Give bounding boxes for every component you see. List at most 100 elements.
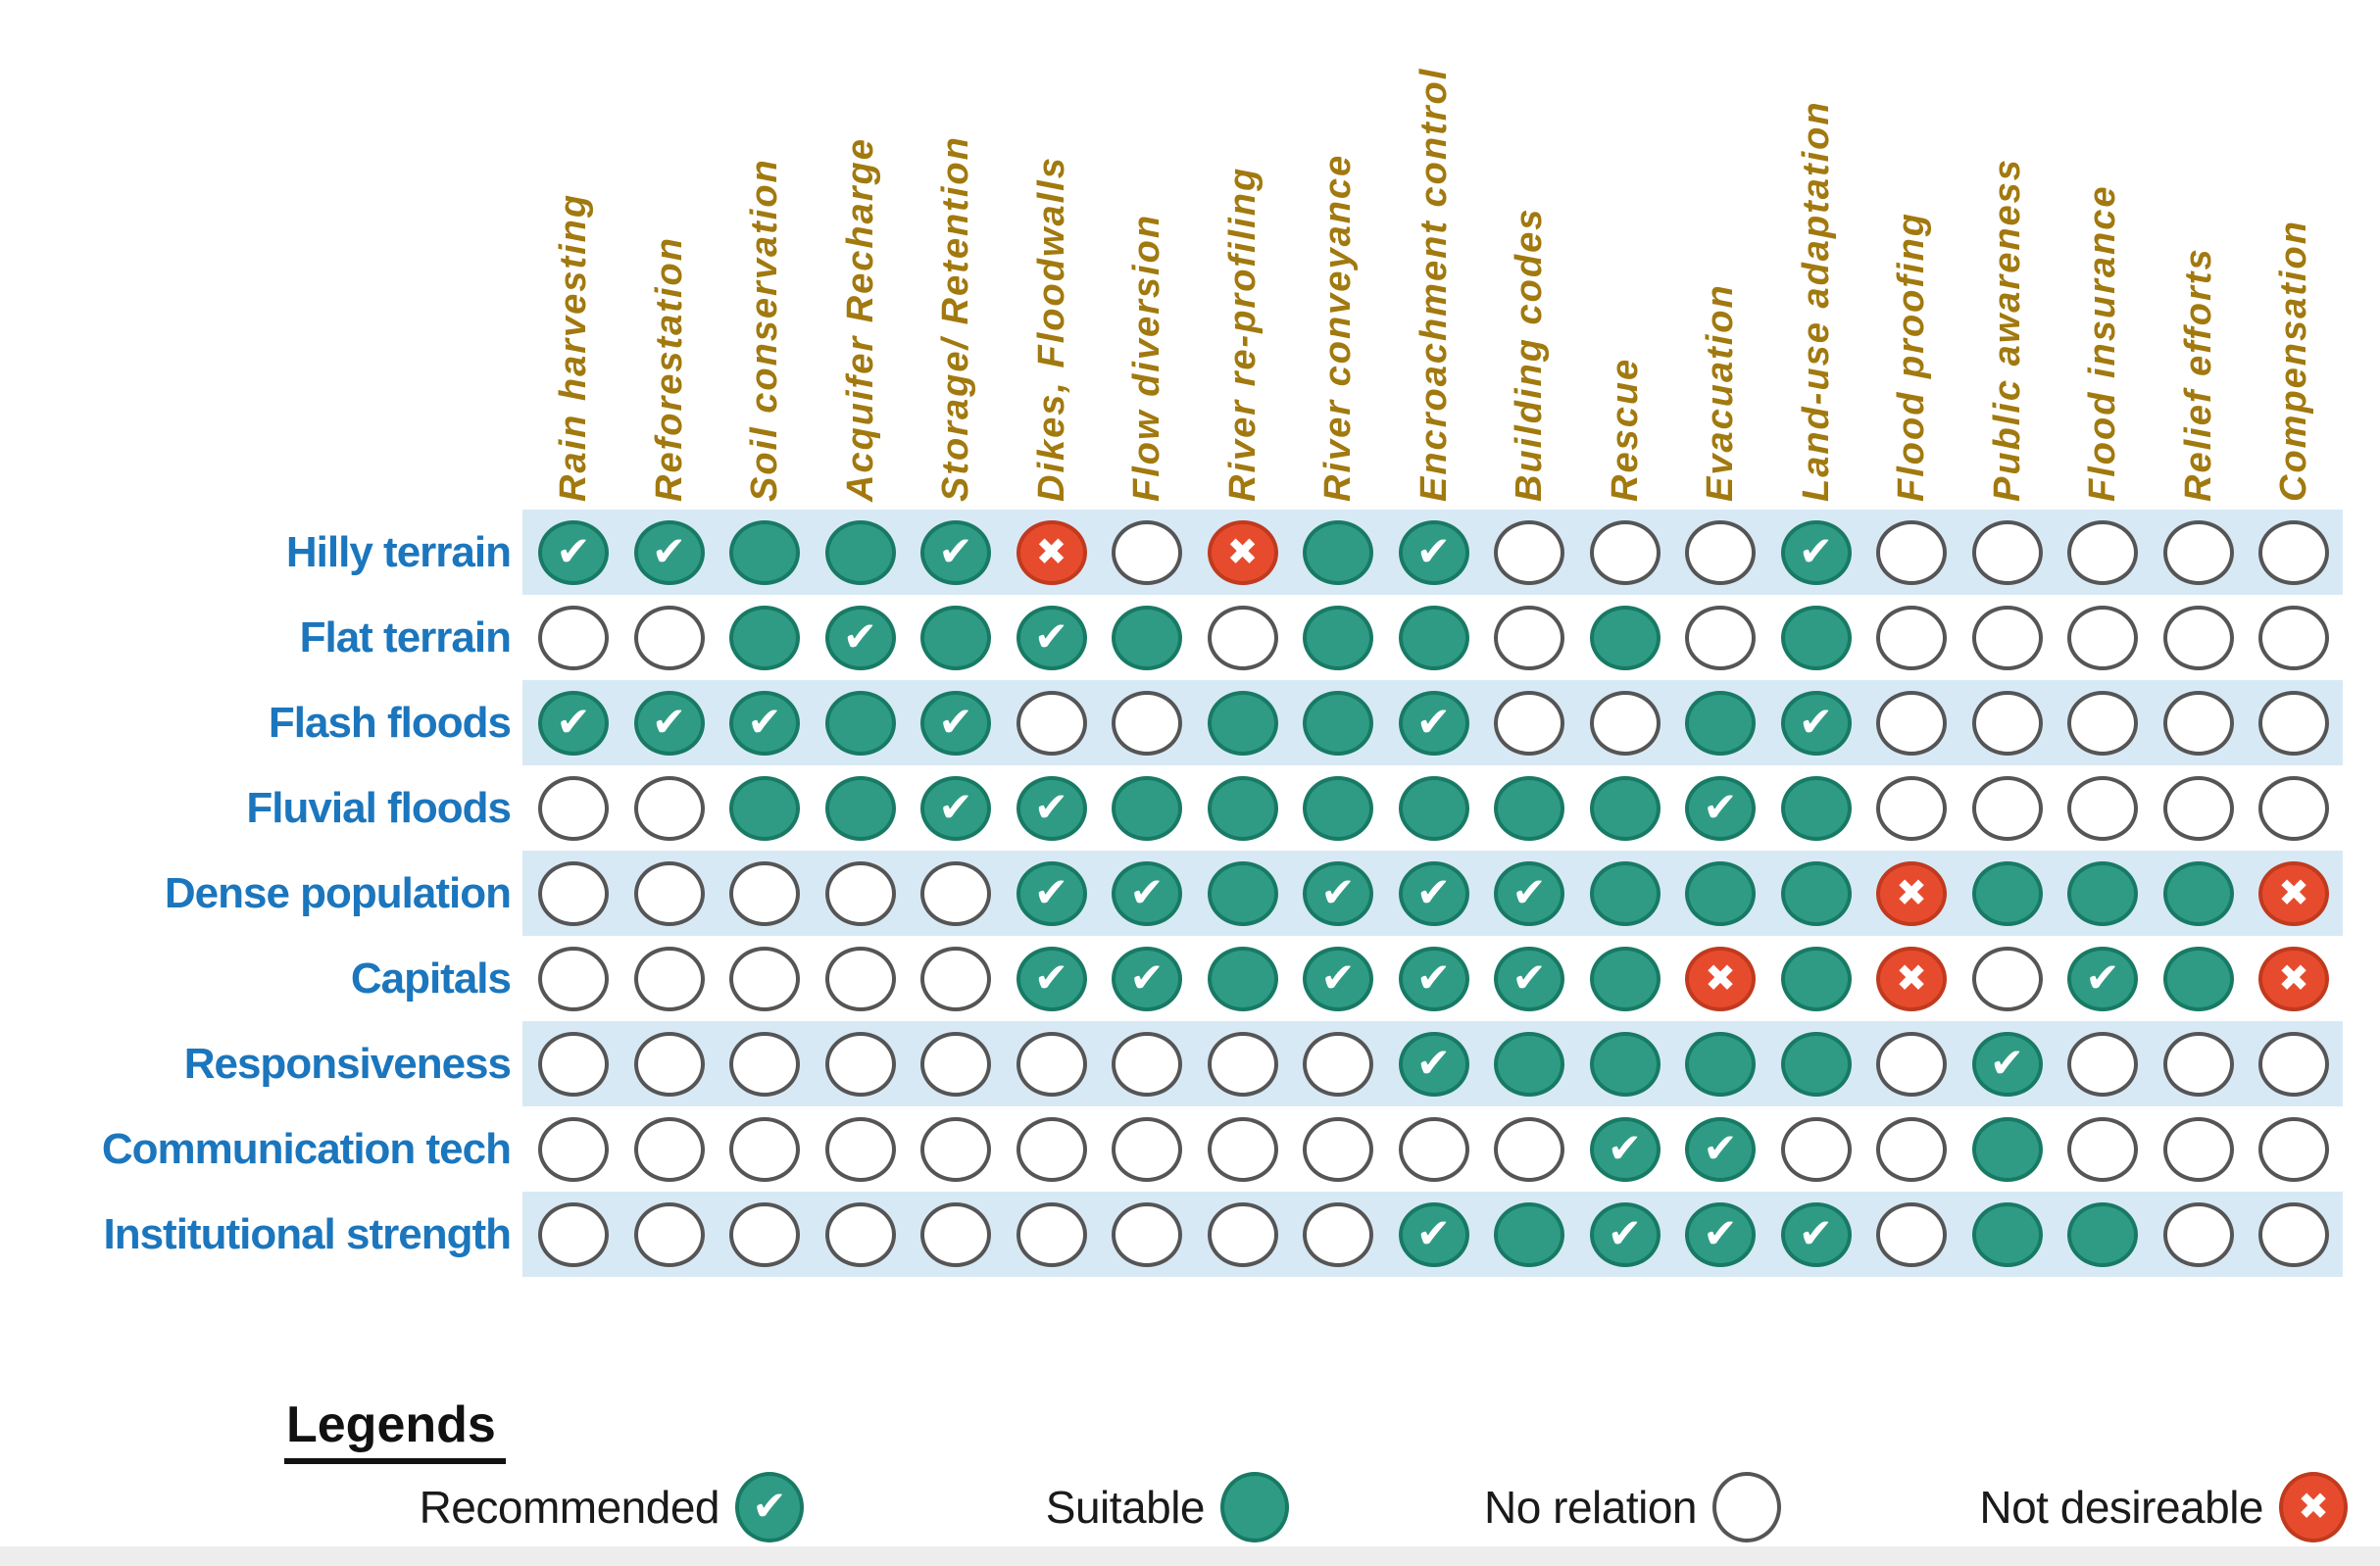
matrix-cell: ✔ (1589, 1201, 1661, 1267)
matrix-cell (1112, 519, 1182, 585)
matrix-cell (1303, 690, 1373, 756)
row-label-dense-population: Dense population (164, 869, 512, 917)
matrix-cell (2067, 860, 2138, 926)
matrix-cell (2162, 1031, 2234, 1097)
matrix-cell (1971, 860, 2043, 926)
check-icon: ✔ (556, 697, 591, 746)
matrix-cell (2162, 946, 2234, 1011)
legend-swatch-not-desireable: ✖ (2279, 1472, 2348, 1542)
matrix-cell (538, 946, 609, 1011)
matrix-cell: ✖ (1016, 519, 1087, 585)
matrix-cell (1303, 1031, 1373, 1097)
legend-title: Legends (284, 1395, 506, 1464)
matrix-cell (1112, 775, 1182, 841)
matrix-cell (1016, 690, 1087, 756)
matrix-cell (1971, 605, 2043, 670)
matrix-cell (1303, 1116, 1373, 1182)
matrix-cell: ✔ (633, 519, 705, 585)
matrix-cell (2162, 1116, 2234, 1182)
matrix-cell: ✔ (1016, 946, 1087, 1011)
matrix-cell (729, 1116, 800, 1182)
matrix-cell (538, 1031, 609, 1097)
matrix-cell: ✔ (1398, 690, 1469, 756)
matrix-cell (2162, 690, 2234, 756)
matrix-cell (1398, 775, 1469, 841)
matrix-cell: ✔ (1780, 690, 1852, 756)
check-icon: ✔ (1033, 953, 1069, 1002)
row-label-responsiveness: Responsiveness (183, 1040, 512, 1088)
matrix-cell (920, 1201, 991, 1267)
matrix-cell (1494, 690, 1564, 756)
column-header-flood-proofing: Flood proofing (1891, 211, 1932, 502)
row-label-capitals: Capitals (350, 954, 512, 1003)
matrix-cell: ✔ (1494, 860, 1564, 926)
matrix-cell (1780, 946, 1852, 1011)
matrix-cell (1207, 605, 1278, 670)
legend-item-label-not-desireable: Not desireable (1979, 1482, 2263, 1533)
matrix-cell (2067, 1116, 2138, 1182)
matrix-cell (1207, 690, 1278, 756)
matrix-cell: ✖ (1207, 519, 1278, 585)
matrix-cell (2258, 519, 2329, 585)
matrix-cell (1016, 1201, 1087, 1267)
cross-icon: ✖ (1226, 529, 1259, 573)
matrix-cell (2162, 1201, 2234, 1267)
matrix-cell (1589, 775, 1661, 841)
matrix-cell: ✔ (1398, 946, 1469, 1011)
matrix-cell (1207, 1031, 1278, 1097)
check-icon: ✔ (1415, 867, 1452, 916)
matrix-cell: ✔ (1016, 605, 1087, 670)
matrix-cell (920, 1116, 991, 1182)
check-icon: ✔ (938, 526, 973, 575)
matrix-cell (538, 605, 609, 670)
column-header-compensation: Compensation (2273, 220, 2314, 502)
matrix-cell (1876, 690, 1947, 756)
cross-icon: ✖ (1705, 955, 1736, 1000)
matrix-cell (729, 1031, 800, 1097)
column-header-relief-efforts: Relief efforts (2177, 247, 2219, 502)
matrix-cell (1780, 775, 1852, 841)
matrix-cell (1971, 1116, 2043, 1182)
legend-swatch-no-relation (1712, 1472, 1781, 1542)
matrix-cell: ✔ (1398, 1031, 1469, 1097)
matrix-cell (729, 1201, 800, 1267)
matrix-cell (1207, 946, 1278, 1011)
matrix-cell: ✔ (1685, 775, 1756, 841)
matrix-cell (2067, 1031, 2138, 1097)
matrix-cell: ✔ (2067, 946, 2138, 1011)
matrix-cell (1207, 1201, 1278, 1267)
check-icon: ✔ (651, 526, 687, 575)
column-header-storage-retention: Storage/ Retention (935, 135, 976, 502)
matrix-cell (2258, 690, 2329, 756)
check-icon: ✔ (1798, 697, 1834, 746)
matrix-cell (633, 860, 705, 926)
check-icon: ✔ (1033, 782, 1069, 831)
matrix-cell (824, 1031, 896, 1097)
check-icon: ✔ (1512, 867, 1547, 916)
matrix-cell (538, 860, 609, 926)
matrix-cell: ✔ (1303, 946, 1373, 1011)
matrix-cell (1589, 946, 1661, 1011)
matrix-cell (1112, 1116, 1182, 1182)
matrix-cell (1780, 860, 1852, 926)
matrix-cell (1207, 1116, 1278, 1182)
matrix-cell (729, 775, 800, 841)
matrix-cell (538, 1201, 609, 1267)
matrix-cell (2258, 1201, 2329, 1267)
check-icon: ✔ (1415, 1038, 1452, 1087)
check-icon: ✔ (747, 697, 782, 746)
bottom-strip (0, 1546, 2380, 1566)
matrix-cell (2067, 1201, 2138, 1267)
matrix-cell (1876, 1031, 1947, 1097)
matrix-cell: ✔ (1016, 860, 1087, 926)
matrix-cell: ✔ (633, 690, 705, 756)
matrix-cell (729, 519, 800, 585)
matrix-cell: ✔ (1112, 946, 1182, 1011)
matrix-cell (2067, 519, 2138, 585)
matrix-cell (633, 605, 705, 670)
check-icon: ✔ (938, 697, 973, 746)
check-icon: ✔ (1033, 867, 1069, 916)
column-header-dikes-floodwalls: Dikes, Floodwalls (1030, 156, 1072, 502)
check-icon: ✔ (1129, 867, 1165, 916)
